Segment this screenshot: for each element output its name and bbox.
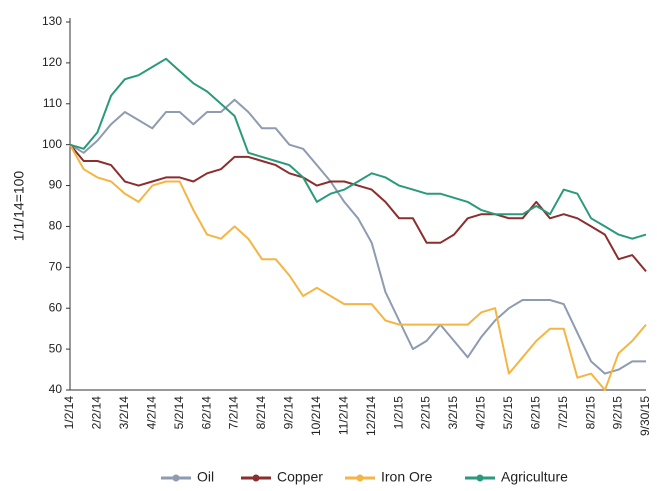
x-tick-label: 11/2/14 — [336, 396, 350, 435]
x-tick-label: 8/2/15 — [583, 396, 597, 430]
legend-label: Oil — [197, 469, 214, 485]
line-series — [69, 57, 647, 240]
legend-marker — [172, 474, 180, 482]
line-series — [69, 98, 646, 375]
x-tick-label: 4/2/14 — [144, 396, 158, 430]
y-tick-label: 130 — [42, 14, 62, 28]
x-tick-label: 2/2/14 — [90, 396, 104, 430]
y-tick-label: 80 — [49, 219, 63, 233]
x-tick-label: 7/2/14 — [227, 396, 241, 430]
x-tick-label: 6/2/15 — [528, 396, 542, 430]
line-series — [69, 144, 647, 273]
y-axis-label: 1/1/14=100 — [11, 171, 27, 242]
y-tick-label: 110 — [43, 96, 62, 110]
x-tick-label: 5/2/15 — [501, 396, 515, 430]
x-tick-label: 9/30/15 — [638, 396, 652, 436]
x-tick-label: 3/2/15 — [446, 396, 460, 430]
legend-label: Copper — [277, 469, 323, 485]
x-tick-label: 1/2/15 — [391, 396, 405, 430]
x-tick-label: 5/2/14 — [172, 396, 186, 430]
x-tick-label: 6/2/14 — [199, 396, 213, 430]
y-tick-label: 60 — [49, 300, 63, 314]
legend-marker — [252, 474, 260, 482]
line-series — [69, 144, 647, 391]
x-tick-label: 9/2/14 — [282, 396, 296, 430]
x-tick-label: 3/2/14 — [117, 396, 131, 430]
y-tick-label: 100 — [42, 137, 62, 151]
x-tick-label: 9/2/15 — [611, 396, 625, 430]
x-tick-label: 2/2/15 — [419, 396, 433, 430]
legend-marker — [476, 474, 484, 482]
legend-label: Agriculture — [501, 469, 568, 485]
y-tick-label: 90 — [49, 178, 63, 192]
legend-marker — [356, 474, 364, 482]
y-tick-label: 120 — [42, 55, 62, 69]
x-tick-label: 1/2/14 — [62, 396, 76, 430]
legend-label: Iron Ore — [381, 469, 433, 485]
y-tick-label: 70 — [49, 260, 63, 274]
x-tick-label: 4/2/15 — [474, 396, 488, 430]
y-tick-label: 50 — [49, 341, 63, 355]
x-tick-label: 7/2/15 — [556, 396, 570, 430]
x-tick-label: 10/2/14 — [309, 396, 323, 436]
x-tick-label: 12/2/14 — [364, 396, 378, 436]
y-tick-label: 40 — [49, 382, 63, 396]
x-tick-label: 8/2/14 — [254, 396, 268, 430]
